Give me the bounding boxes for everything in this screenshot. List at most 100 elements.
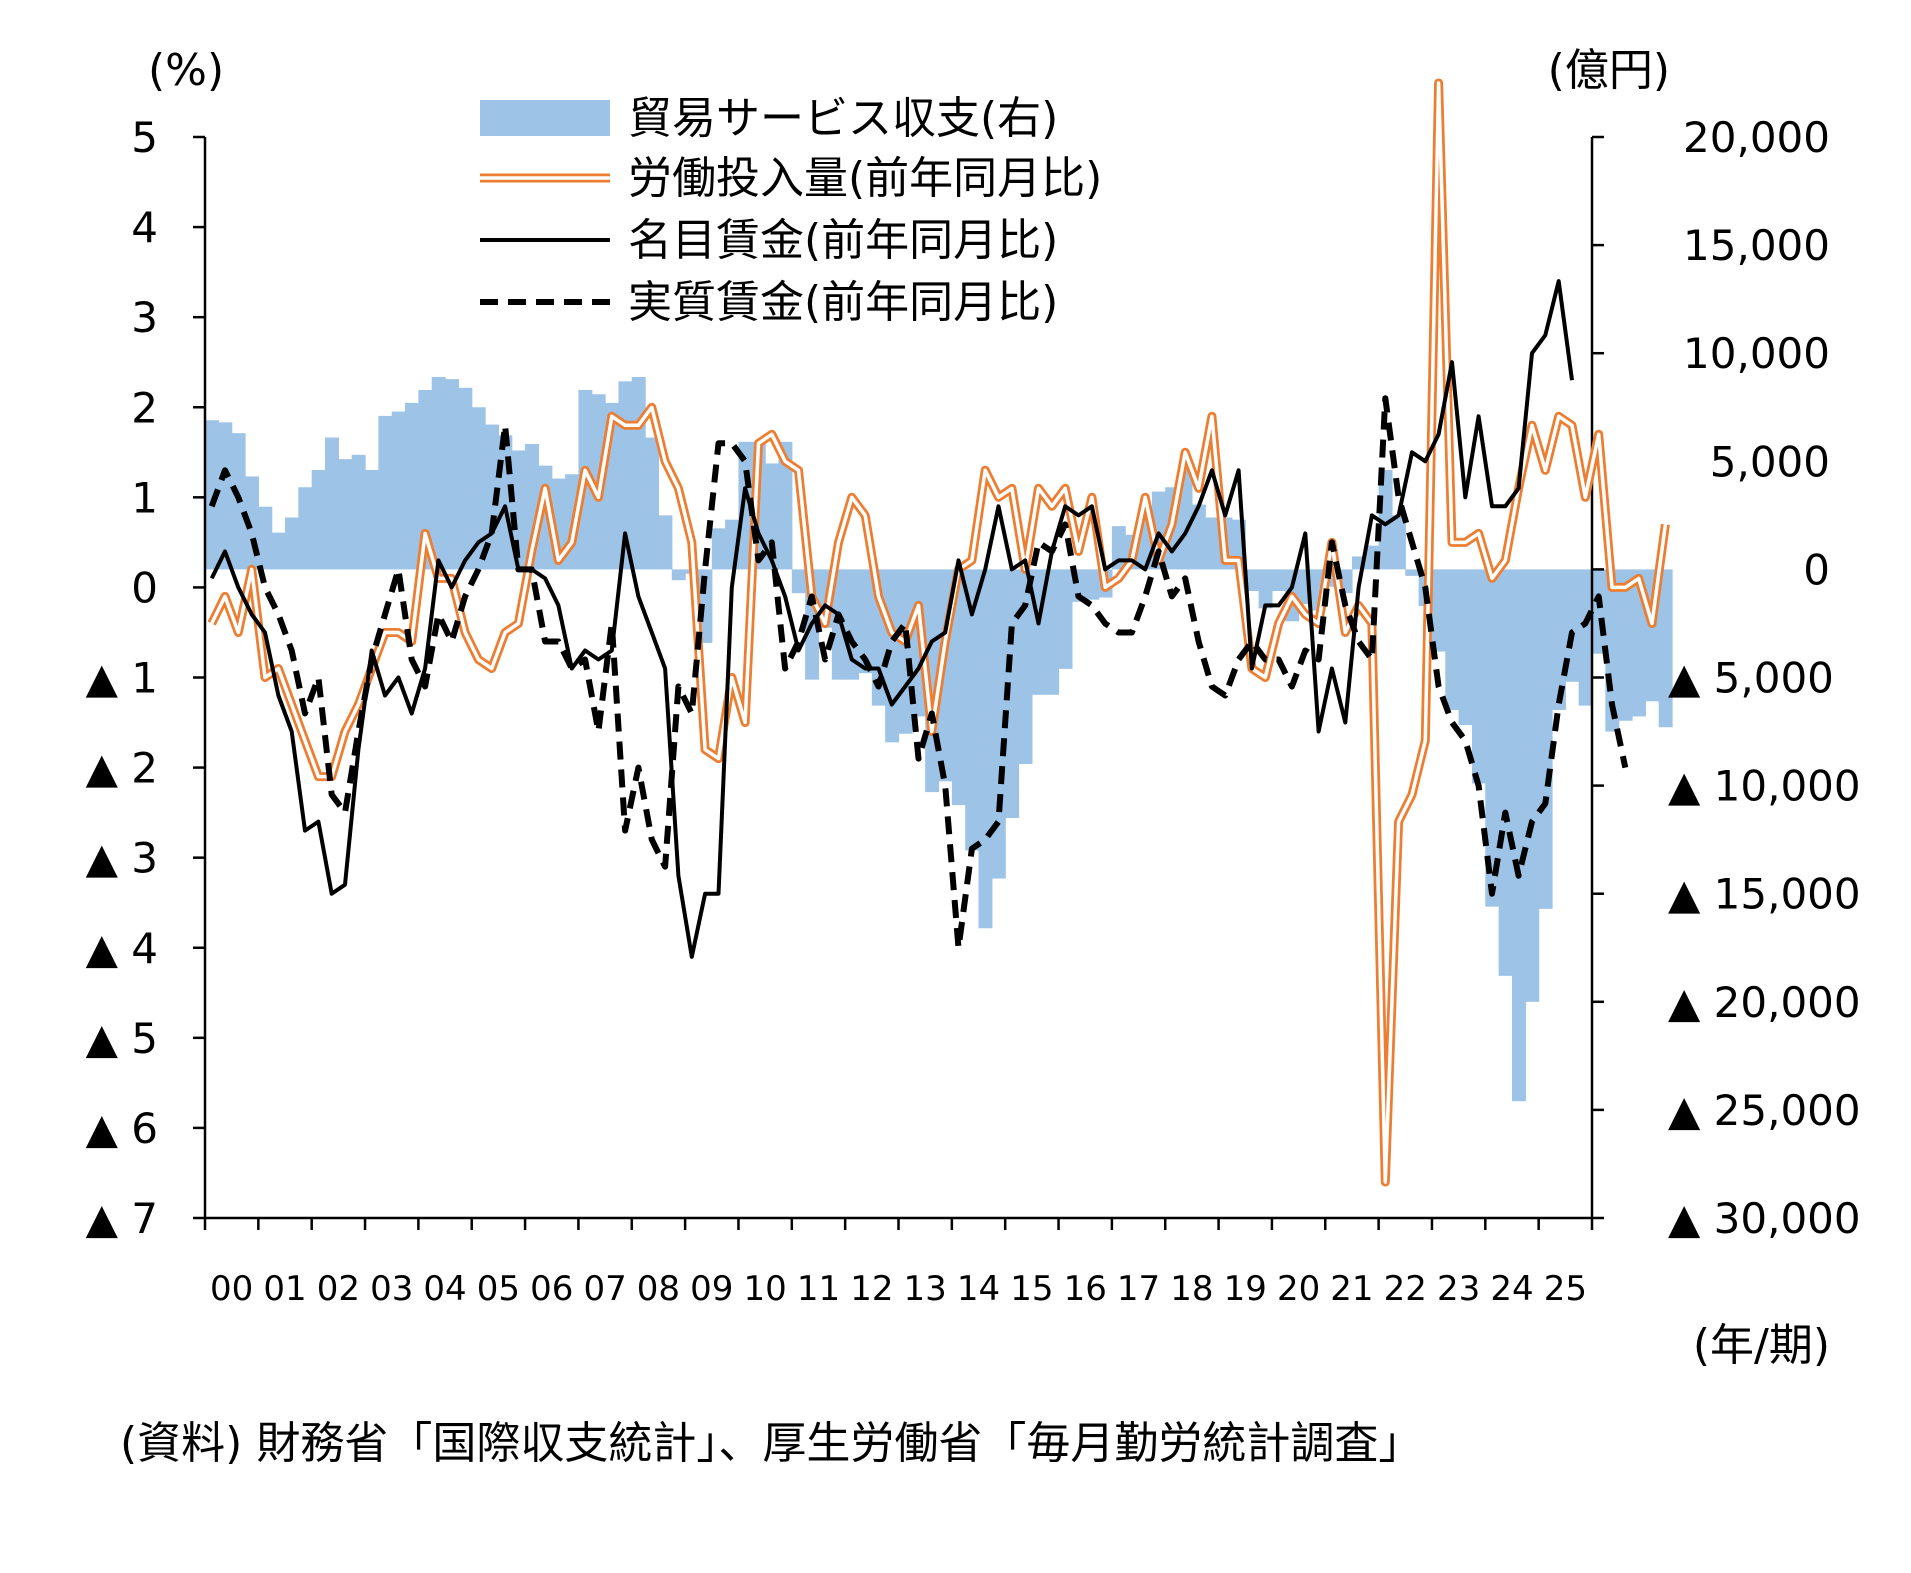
right-axis-tick-label: 20,000 <box>1683 113 1830 162</box>
right-axis-tick-label: 10,000 <box>1683 329 1830 378</box>
left-axis-tick-label: ▲ 1 <box>86 654 158 703</box>
trade-balance-bar <box>1178 469 1193 570</box>
trade-balance-bar <box>831 569 846 680</box>
trade-balance-bar <box>658 515 673 570</box>
trade-balance-bar <box>965 569 980 851</box>
trade-balance-bar <box>791 569 806 594</box>
nominal-wage-line <box>209 279 1574 959</box>
x-axis-tick-label: 21 <box>1330 1269 1373 1309</box>
right-axis-tick-label: 15,000 <box>1683 221 1830 270</box>
left-axis-tick-label: ▲ 5 <box>86 1014 158 1063</box>
legend-entry: 名目賃金(前年同月比) <box>628 215 1058 266</box>
left-axis-label: (%) <box>148 45 224 96</box>
right-axis-label: (億円) <box>1548 45 1670 96</box>
right-axis-tick-label: ▲ 20,000 <box>1668 978 1861 1027</box>
trade-balance-bar <box>978 569 993 929</box>
x-axis-label: (年/期) <box>1693 1320 1830 1371</box>
trade-balance-bar <box>1018 569 1033 764</box>
trade-balance-bar <box>405 402 419 570</box>
x-axis-tick-label: 14 <box>957 1269 1000 1309</box>
trade-balance-bar <box>1378 469 1393 570</box>
x-axis-tick-label: 05 <box>477 1269 520 1309</box>
trade-balance-bar <box>271 532 286 570</box>
right-axis-tick-label: ▲ 25,000 <box>1668 1086 1861 1135</box>
right-axis-tick-label: ▲ 10,000 <box>1668 762 1861 811</box>
x-axis-tick-label: 04 <box>423 1269 466 1309</box>
trade-balance-bar <box>431 376 446 570</box>
trade-balance-bar <box>1258 569 1273 609</box>
trade-balance-bar <box>1498 569 1513 976</box>
trade-balance-bar <box>218 422 233 570</box>
left-axis-tick-label: 0 <box>131 563 158 612</box>
x-axis-tick-label: 02 <box>317 1269 360 1309</box>
left-axis-tick-label: 4 <box>131 203 158 252</box>
right-axis-tick-label: ▲ 30,000 <box>1668 1194 1861 1243</box>
x-axis-tick-label: 19 <box>1224 1269 1267 1309</box>
x-axis-tick-label: 08 <box>637 1269 680 1309</box>
trade-balance-bar <box>338 459 353 570</box>
trade-balance-bar <box>1538 569 1553 909</box>
trade-balance-bar <box>285 517 299 570</box>
labor-input-line-inner <box>210 81 1668 1184</box>
right-axis-tick-label: 0 <box>1803 545 1830 594</box>
left-axis-tick-label: ▲ 2 <box>86 744 158 793</box>
x-axis-tick-label: 15 <box>1010 1269 1053 1309</box>
real-wage-line <box>208 395 1629 951</box>
trade-balance-bar <box>1618 569 1633 721</box>
trade-balance-bar <box>1525 569 1540 1002</box>
left-axis-tick-label: 5 <box>131 113 158 162</box>
trade-balance-bar <box>1578 569 1593 706</box>
trade-balance-bar <box>671 569 686 581</box>
trade-balance-bar <box>1271 569 1286 592</box>
trade-balance-bar <box>1045 569 1060 695</box>
x-axis-tick-label: 22 <box>1384 1269 1427 1309</box>
x-axis-tick-label: 24 <box>1490 1269 1533 1309</box>
trade-balance-bar <box>258 506 273 570</box>
x-axis-tick-label: 09 <box>690 1269 733 1309</box>
trade-balance-bar <box>458 387 473 570</box>
trade-balance-bar <box>471 407 486 570</box>
x-axis-tick-label: 01 <box>263 1269 306 1309</box>
trade-balance-bar <box>365 469 379 570</box>
trade-balance-bar <box>325 437 339 570</box>
trade-balance-bar <box>511 450 526 570</box>
x-axis-tick-label: 17 <box>1117 1269 1160 1309</box>
left-axis-tick-label: ▲ 6 <box>86 1104 158 1153</box>
trade-balance-bar <box>1205 517 1220 570</box>
legend-entry: 実質賃金(前年同月比) <box>628 277 1058 328</box>
right-axis-tick-label: ▲ 5,000 <box>1668 654 1834 703</box>
left-axis-tick-label: 1 <box>131 473 158 522</box>
x-axis-tick-label: 11 <box>797 1269 840 1309</box>
trade-balance-bar <box>1391 515 1406 570</box>
source-note: (資料) 財務省「国際収支統計」、厚生労働省「毎月勤労統計調査」 <box>120 1418 1422 1469</box>
trade-balance-bar <box>445 379 459 570</box>
left-axis-tick-label: ▲ 4 <box>86 924 158 973</box>
trade-balance-bar <box>1445 569 1460 710</box>
right-axis-tick-label: 5,000 <box>1710 437 1830 486</box>
x-axis-tick-label: 16 <box>1064 1269 1107 1309</box>
legend: 貿易サービス収支(右) 労働投入量(前年同月比) 名目賃金(前年同月比) 実質賃金(前… <box>480 93 1102 328</box>
trade-balance-bar <box>298 487 313 570</box>
trade-balance-bar <box>1511 569 1526 1102</box>
trade-balance-bar <box>1592 569 1606 654</box>
legend-entry: 労働投入量(前年同月比) <box>628 153 1102 204</box>
trade-balance-bar <box>1085 569 1100 600</box>
x-axis-tick-label: 25 <box>1544 1269 1587 1309</box>
trade-balance-bar <box>765 463 780 570</box>
trade-balance-bar <box>645 437 660 570</box>
trade-balance-bar <box>418 389 433 570</box>
trade-balance-bar <box>1658 569 1673 728</box>
trade-balance-bar <box>1405 569 1420 576</box>
trade-balance-bar <box>711 528 726 570</box>
trade-balance-bar <box>951 569 966 806</box>
series-lines <box>207 78 1670 1187</box>
x-axis-tick-label: 12 <box>850 1269 893 1309</box>
x-axis-tick-label: 03 <box>370 1269 413 1309</box>
trade-balance-bar <box>778 441 793 570</box>
right-axis-tick-label: ▲ 15,000 <box>1668 870 1861 919</box>
trade-balance-bar <box>391 411 406 570</box>
trade-balance-bar <box>1431 569 1446 652</box>
trade-balance-bar <box>378 415 393 570</box>
trade-balance-bar <box>1471 569 1486 784</box>
